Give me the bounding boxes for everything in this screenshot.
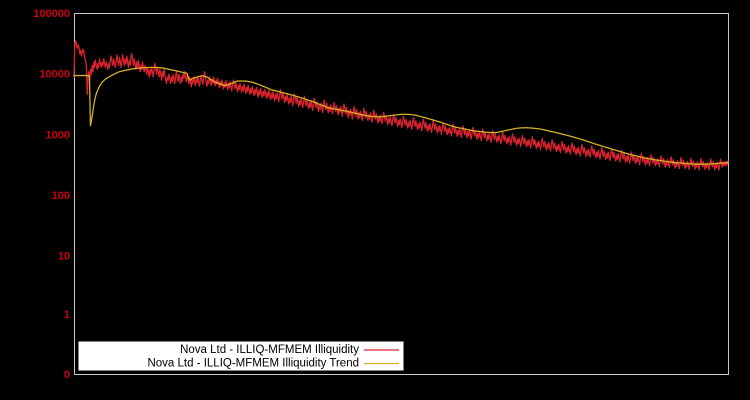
legend-item-label: Nova Ltd - ILLIQ-MFMEM Illiquidity Trend (147, 358, 359, 370)
y-axis-tick-label: 10 (58, 251, 70, 263)
legend-item-label: Nova Ltd - ILLIQ-MFMEM Illiquidity (180, 344, 359, 356)
y-axis-tick-label: 1 (64, 309, 70, 321)
y-axis-tick-label: 10000 (39, 69, 70, 81)
plot-area-border (74, 13, 729, 375)
series-line-1 (73, 66, 729, 165)
y-axis-tick-label: 1000 (46, 129, 70, 141)
data-series-group (73, 40, 729, 171)
y-axis-tick-label: 100000 (33, 8, 70, 20)
chart-legend[interactable]: Nova Ltd - ILLIQ-MFMEM Illiquidity Nova L… (78, 341, 404, 371)
series-line-0 (73, 40, 729, 171)
legend-background (78, 341, 404, 371)
y-axis-tick-label: 0 (64, 369, 70, 381)
y-axis-tick-label: 100 (52, 190, 70, 202)
